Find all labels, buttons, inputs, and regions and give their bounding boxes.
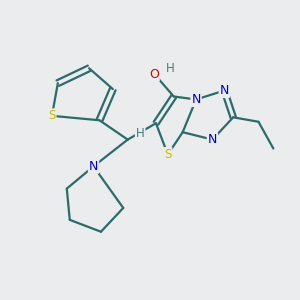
Text: S: S <box>48 109 56 122</box>
Text: O: O <box>149 68 159 81</box>
Text: N: N <box>89 160 98 173</box>
Text: N: N <box>220 84 229 97</box>
Text: H: H <box>166 62 174 75</box>
Text: H: H <box>136 127 145 140</box>
Text: N: N <box>208 133 217 146</box>
Text: S: S <box>164 148 172 161</box>
Text: N: N <box>191 93 201 106</box>
